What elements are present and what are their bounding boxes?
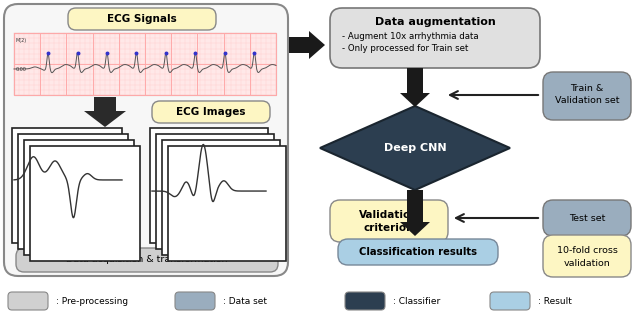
Text: ECG Images: ECG Images [176, 107, 246, 117]
Bar [94, 97, 116, 111]
Text: Test set: Test set [569, 213, 605, 223]
Text: Validation: Validation [359, 210, 419, 220]
Bar [30, 146, 140, 261]
Bar [24, 140, 134, 255]
Text: ECG Signals: ECG Signals [107, 14, 177, 24]
FancyBboxPatch shape [543, 72, 631, 120]
FancyBboxPatch shape [175, 292, 215, 310]
FancyBboxPatch shape [330, 8, 540, 68]
Bar [407, 68, 423, 93]
Polygon shape [400, 222, 430, 236]
Bar [14, 33, 276, 95]
Text: Train &: Train & [570, 83, 604, 92]
FancyBboxPatch shape [68, 8, 216, 30]
FancyBboxPatch shape [16, 248, 278, 272]
Bar [289, 37, 309, 53]
FancyBboxPatch shape [345, 292, 385, 310]
Text: criterion: criterion [364, 223, 414, 233]
Text: : Pre-processing: : Pre-processing [56, 297, 128, 306]
Bar [150, 128, 268, 243]
Text: Deep CNN: Deep CNN [384, 143, 446, 153]
Polygon shape [320, 106, 510, 190]
Text: : Data set: : Data set [223, 297, 267, 306]
Text: - Only processed for Train set: - Only processed for Train set [342, 43, 468, 52]
Text: M(2): M(2) [16, 38, 27, 43]
Text: 10-fold cross: 10-fold cross [557, 245, 618, 254]
FancyBboxPatch shape [4, 4, 288, 276]
FancyBboxPatch shape [543, 235, 631, 277]
Text: 0.00: 0.00 [16, 67, 27, 72]
FancyBboxPatch shape [490, 292, 530, 310]
FancyBboxPatch shape [330, 200, 448, 242]
Text: : Result: : Result [538, 297, 572, 306]
Bar [168, 146, 286, 261]
FancyBboxPatch shape [543, 200, 631, 236]
Bar [156, 134, 274, 249]
Text: Data acquisition & transformation: Data acquisition & transformation [67, 255, 228, 264]
Bar [12, 128, 122, 243]
FancyBboxPatch shape [8, 292, 48, 310]
Polygon shape [400, 93, 430, 107]
Text: validation: validation [564, 259, 611, 268]
Bar [18, 134, 128, 249]
FancyBboxPatch shape [152, 101, 270, 123]
FancyBboxPatch shape [338, 239, 498, 265]
Polygon shape [84, 111, 126, 127]
Bar [162, 140, 280, 255]
Text: - Augment 10x arrhythmia data: - Augment 10x arrhythmia data [342, 32, 479, 41]
Text: Data augmentation: Data augmentation [374, 17, 495, 27]
Text: : Classifier: : Classifier [393, 297, 440, 306]
Text: Classification results: Classification results [359, 247, 477, 257]
Bar [407, 190, 423, 222]
Polygon shape [309, 31, 325, 59]
Text: Validation set: Validation set [555, 96, 620, 105]
